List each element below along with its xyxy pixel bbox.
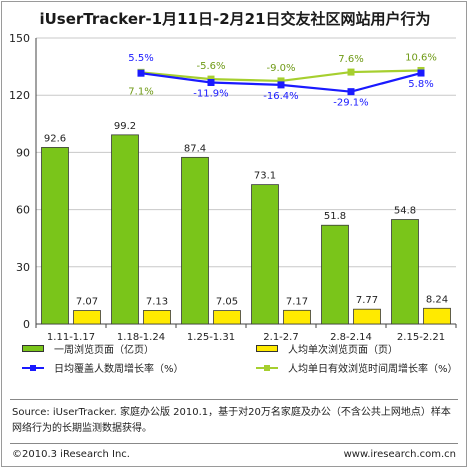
legend-item-daily-coverage-growth: 日均覆盖人数周增长率（%） bbox=[22, 360, 184, 375]
data-label-daily-coverage-growth: 5.5% bbox=[128, 53, 153, 64]
marker-daily-coverage-growth bbox=[347, 88, 355, 96]
data-label-daily-coverage-growth: -29.1% bbox=[333, 98, 368, 109]
marker-browse-time-growth bbox=[347, 68, 355, 76]
source-note: Source: iUserTracker. 家庭办公版 2010.1，基于对20… bbox=[12, 407, 451, 434]
x-tick-label: 2.8-2.14 bbox=[330, 332, 372, 343]
data-label-daily-coverage-growth: -11.9% bbox=[193, 88, 228, 99]
data-label-pages-per-visit: 7.05 bbox=[216, 297, 238, 308]
legend-swatch-yellow-bar bbox=[256, 345, 278, 352]
bar-pages-per-visit bbox=[73, 310, 101, 325]
bar-weekly-pageviews bbox=[181, 156, 209, 325]
x-tick-label: 2.15-2.21 bbox=[397, 332, 445, 343]
data-label-pages-per-visit: 8.24 bbox=[426, 294, 448, 305]
data-label-weekly-pageviews: 92.6 bbox=[44, 133, 66, 144]
legend-item-weekly-pageviews: 一周浏览页面（亿页） bbox=[22, 341, 154, 356]
data-label-pages-per-visit: 7.07 bbox=[76, 297, 98, 308]
x-tick-label: 1.11-1.17 bbox=[47, 332, 95, 343]
marker-daily-coverage-growth bbox=[277, 81, 285, 89]
footer-divider-bottom bbox=[10, 443, 458, 444]
legend-label-daily-coverage-growth: 日均覆盖人数周增长率（%） bbox=[54, 364, 184, 375]
bar-pages-per-visit bbox=[213, 310, 241, 325]
y-tick-label: 30 bbox=[16, 261, 30, 274]
x-tick-label: 2.1-2.7 bbox=[263, 332, 298, 343]
legend-label-browse-time-growth: 人均单日有效浏览时间周增长率（%） bbox=[288, 364, 458, 375]
bar-pages-per-visit bbox=[423, 307, 451, 325]
data-label-browse-time-growth: 7.6% bbox=[338, 54, 363, 65]
data-label-weekly-pageviews: 87.4 bbox=[184, 143, 206, 154]
bar-weekly-pageviews bbox=[321, 224, 349, 325]
footer-divider-top bbox=[10, 399, 458, 400]
marker-daily-coverage-growth bbox=[137, 69, 145, 77]
bar-pages-per-visit bbox=[353, 308, 381, 325]
legend-label-weekly-pageviews: 一周浏览页面（亿页） bbox=[54, 345, 154, 356]
y-tick-label: 120 bbox=[9, 89, 30, 102]
website-text[interactable]: www.iresearch.com.cn bbox=[343, 449, 456, 460]
data-label-daily-coverage-growth: -16.4% bbox=[263, 91, 298, 102]
x-tick-label: 1.25-1.31 bbox=[187, 332, 235, 343]
data-label-browse-time-growth: -9.0% bbox=[266, 63, 295, 74]
marker-daily-coverage-growth bbox=[207, 78, 215, 86]
bar-weekly-pageviews bbox=[251, 184, 279, 325]
legend-swatch-blue-line bbox=[22, 363, 44, 373]
bar-weekly-pageviews bbox=[111, 134, 139, 325]
x-tick-label: 1.18-1.24 bbox=[117, 332, 165, 343]
chart-legend: 一周浏览页面（亿页） 人均单次浏览页面（页） 日均覆盖人数周增长率（%） 人均单… bbox=[0, 334, 470, 394]
legend-swatch-green-bar bbox=[22, 345, 44, 352]
y-tick-label: 60 bbox=[16, 204, 30, 217]
data-label-daily-coverage-growth: 5.8% bbox=[408, 79, 433, 90]
data-label-browse-time-growth: 7.1% bbox=[128, 86, 153, 97]
bar-weekly-pageviews bbox=[41, 147, 69, 325]
copyright-text: ©2010.3 iResearch Inc. bbox=[12, 449, 130, 460]
data-label-pages-per-visit: 7.13 bbox=[146, 296, 168, 307]
data-label-weekly-pageviews: 99.2 bbox=[114, 121, 136, 132]
bar-pages-per-visit bbox=[143, 310, 171, 325]
data-label-pages-per-visit: 7.17 bbox=[286, 296, 308, 307]
y-tick-label: 90 bbox=[16, 146, 30, 159]
data-label-pages-per-visit: 7.77 bbox=[356, 295, 378, 306]
marker-daily-coverage-growth bbox=[417, 69, 425, 77]
y-tick-label: 150 bbox=[9, 32, 30, 45]
bar-weekly-pageviews bbox=[391, 219, 419, 325]
legend-label-pages-per-visit: 人均单次浏览页面（页） bbox=[288, 345, 398, 356]
chart-title: iUserTracker-1月11日-2月21日交友社区网站用户行为 bbox=[39, 10, 431, 28]
y-tick-label: 0 bbox=[23, 318, 30, 331]
data-label-weekly-pageviews: 73.1 bbox=[254, 171, 276, 182]
data-label-browse-time-growth: 10.6% bbox=[405, 52, 437, 63]
legend-swatch-green-line bbox=[256, 363, 278, 373]
marker-browse-time-growth bbox=[277, 77, 285, 85]
legend-item-pages-per-visit: 人均单次浏览页面（页） bbox=[256, 341, 398, 356]
data-label-weekly-pageviews: 54.8 bbox=[394, 206, 416, 217]
data-label-browse-time-growth: -5.6% bbox=[196, 61, 225, 72]
legend-item-browse-time-growth: 人均单日有效浏览时间周增长率（%） bbox=[256, 360, 458, 375]
data-label-weekly-pageviews: 51.8 bbox=[324, 211, 346, 222]
bar-pages-per-visit bbox=[283, 309, 311, 325]
